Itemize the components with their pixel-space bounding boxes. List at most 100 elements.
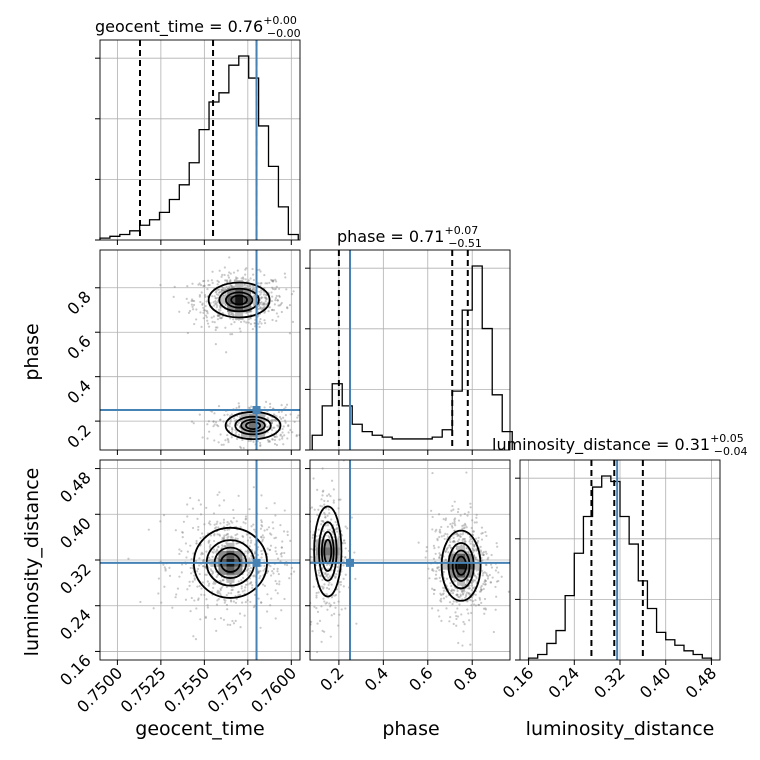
sample-point xyxy=(236,533,239,536)
sample-point xyxy=(271,308,274,311)
sample-point xyxy=(440,600,443,603)
sample-point xyxy=(159,520,162,523)
density-contour xyxy=(218,287,260,313)
sample-point xyxy=(244,583,248,586)
sample-point xyxy=(280,609,283,612)
sample-point xyxy=(468,587,471,590)
sample-point xyxy=(229,272,232,275)
sample-point xyxy=(481,569,484,572)
y-tick-label: 0.4 xyxy=(63,376,94,407)
sample-point xyxy=(222,289,225,292)
sample-point xyxy=(276,557,280,560)
sample-point xyxy=(337,624,340,627)
sample-point xyxy=(147,528,150,531)
sample-point xyxy=(301,302,303,304)
sample-point xyxy=(480,588,483,591)
sample-point xyxy=(287,424,290,427)
sample-point xyxy=(337,600,340,603)
panel-hist-phase xyxy=(309,249,511,451)
sample-point xyxy=(468,587,471,590)
sample-point xyxy=(232,600,236,603)
panel-geocent-time-vs-luminosity-distance-content xyxy=(100,460,300,660)
sample-point xyxy=(252,486,255,489)
sample-point xyxy=(444,559,448,562)
sample-point xyxy=(219,588,222,592)
sample-point xyxy=(467,511,470,514)
sample-point xyxy=(203,565,207,568)
sample-point xyxy=(181,536,184,539)
sample-point xyxy=(194,638,198,641)
sample-point xyxy=(475,516,478,519)
sample-point xyxy=(232,516,235,520)
sample-point xyxy=(237,580,240,583)
sample-point xyxy=(344,547,347,550)
density-contour xyxy=(234,415,272,436)
sample-point xyxy=(245,569,249,572)
sample-point xyxy=(272,419,275,422)
sample-point xyxy=(273,426,276,429)
sample-point xyxy=(290,566,293,570)
sample-point xyxy=(449,546,452,549)
sample-point xyxy=(322,530,325,533)
sample-point xyxy=(242,277,245,280)
sample-point xyxy=(241,534,244,538)
truth-marker xyxy=(346,558,354,567)
sample-point xyxy=(230,312,233,315)
sample-point xyxy=(475,575,478,578)
sample-point xyxy=(293,420,296,423)
sample-point xyxy=(265,610,269,613)
sample-point xyxy=(266,282,269,285)
sample-point xyxy=(226,521,229,524)
sample-point xyxy=(435,570,438,573)
sample-point xyxy=(262,303,265,306)
sample-point xyxy=(487,575,490,578)
sample-point xyxy=(482,553,485,557)
sample-point xyxy=(244,550,247,553)
sample-point xyxy=(219,579,222,582)
sample-point xyxy=(213,533,216,536)
sample-point xyxy=(460,543,463,547)
sample-point xyxy=(259,626,262,629)
sample-point xyxy=(274,579,277,583)
title-luminosity-distance: luminosity_distance = 0.31+0.05 −0.04 xyxy=(492,432,748,458)
sample-point xyxy=(477,603,480,606)
sample-point xyxy=(244,273,247,276)
sample-point xyxy=(438,576,441,579)
truth-marker xyxy=(252,558,261,567)
sample-point xyxy=(482,587,485,591)
sample-point xyxy=(181,563,184,566)
sample-point xyxy=(220,317,223,320)
sample-point xyxy=(258,320,261,323)
sample-point xyxy=(473,557,476,561)
sample-point xyxy=(269,544,273,547)
sample-point xyxy=(328,563,332,567)
sample-point xyxy=(346,527,349,530)
sample-point xyxy=(200,587,203,590)
sample-point xyxy=(217,545,220,548)
density-contour xyxy=(245,421,262,430)
sample-point xyxy=(217,314,220,318)
sample-point xyxy=(452,540,455,543)
sample-point xyxy=(260,301,263,304)
sample-point xyxy=(318,619,322,622)
sample-point xyxy=(300,533,302,535)
sample-point xyxy=(276,570,279,573)
sample-point xyxy=(282,443,285,446)
sample-point xyxy=(230,285,233,288)
sample-point xyxy=(456,594,459,597)
sample-point xyxy=(326,608,329,611)
sample-point xyxy=(482,607,486,610)
sample-point xyxy=(271,429,274,432)
sample-point xyxy=(201,302,204,305)
sample-point xyxy=(334,575,337,578)
sample-point xyxy=(265,303,268,306)
sample-point xyxy=(473,579,477,582)
sample-point xyxy=(238,612,242,615)
sample-point xyxy=(205,598,208,601)
sample-point xyxy=(207,522,211,525)
sample-point xyxy=(259,444,262,447)
sample-point xyxy=(457,595,460,598)
sample-point xyxy=(481,574,484,577)
sample-point xyxy=(196,567,200,571)
sample-point xyxy=(473,549,476,552)
